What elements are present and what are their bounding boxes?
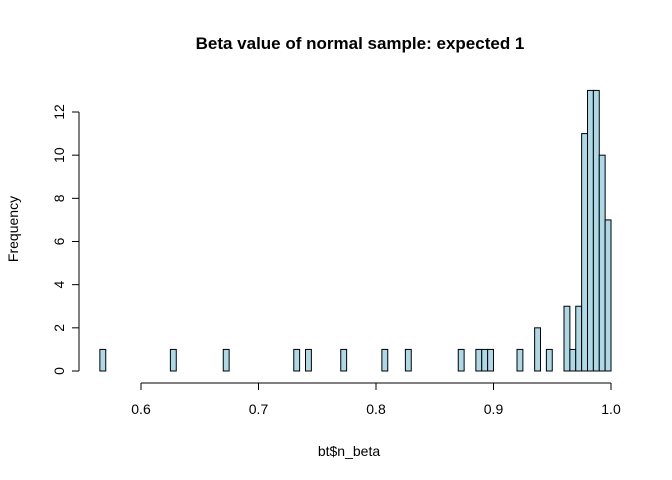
histogram-bar [475,348,483,372]
x-axis: 0.6 0.7 0.8 0.9 1.0 [131,382,621,417]
x-tick-label: 0.6 [131,401,151,417]
y-tick-label: 10 [51,147,67,163]
y-tick-label: 2 [51,324,67,332]
x-tick-label: 1.0 [601,401,621,417]
x-tick-label: 0.9 [484,401,504,417]
histogram-bar [516,348,524,372]
y-axis-label: Frequency [5,196,21,262]
x-axis-label: bt$n_beta [318,443,380,459]
histogram-bar [222,348,230,372]
histogram-bars [99,89,612,372]
histogram-bar [563,305,571,372]
histogram-bar [598,154,606,372]
histogram-bar [534,327,542,372]
y-axis: 0 2 4 6 8 10 12 [51,104,80,375]
y-tick-label: 12 [51,104,67,120]
y-tick-label: 8 [51,194,67,202]
histogram-bar [404,348,412,372]
histogram-bar [575,305,583,372]
histogram-bar [340,348,348,372]
y-tick-label: 6 [51,237,67,245]
histogram-bar [99,348,107,372]
histogram-bar [293,348,301,372]
y-tick-label: 0 [51,367,67,375]
histogram-bar [487,348,495,372]
histogram-bar [569,348,577,372]
histogram-bar [169,348,177,372]
x-tick-label: 0.7 [249,401,269,417]
histogram-bar [545,348,553,372]
histogram-bar [604,219,612,372]
histogram-bar [587,89,594,372]
y-tick-label: 4 [51,281,67,289]
histogram-bar [581,133,589,372]
x-tick-label: 0.8 [366,401,386,417]
histogram-bar [457,348,465,372]
histogram-bar [481,348,489,372]
histogram-bar [305,348,312,372]
histogram-bar [592,89,600,372]
chart-title: Beta value of normal sample: expected 1 [196,34,525,53]
histogram-bar [381,348,389,372]
